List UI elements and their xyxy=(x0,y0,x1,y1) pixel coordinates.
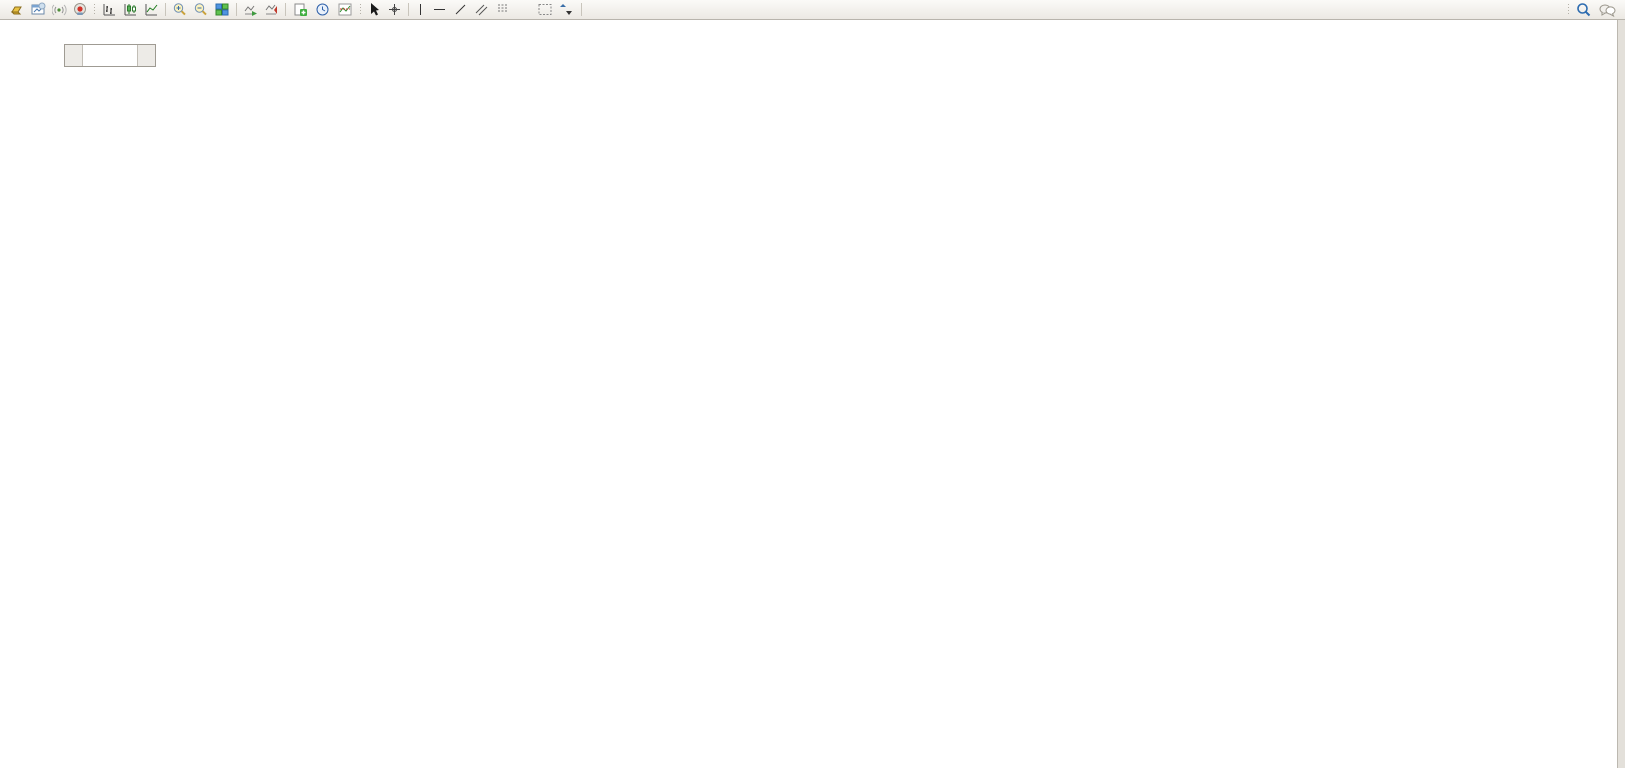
cursor-tool[interactable] xyxy=(366,1,383,18)
buy-price[interactable] xyxy=(106,68,209,100)
volume-increase-button[interactable] xyxy=(137,45,155,66)
order-button-partial[interactable] xyxy=(1,1,5,18)
new-order-button[interactable] xyxy=(290,1,311,18)
candlestick-chart-type-icon[interactable] xyxy=(121,1,140,18)
auto-scroll-icon[interactable] xyxy=(241,1,260,18)
fibonacci-tool[interactable] xyxy=(494,1,514,18)
one-click-trading-panel xyxy=(2,44,209,100)
sell-price[interactable] xyxy=(2,68,105,100)
tile-windows-icon[interactable] xyxy=(212,1,232,18)
window-right-edge xyxy=(1617,19,1625,768)
channel-tool[interactable] xyxy=(472,1,492,18)
signal-icon[interactable] xyxy=(50,1,69,18)
volume-spinner xyxy=(64,44,156,67)
line-chart-type-icon[interactable] xyxy=(142,1,161,18)
sell-button[interactable] xyxy=(2,44,64,67)
chart-shift-icon[interactable] xyxy=(262,1,281,18)
buy-button[interactable] xyxy=(156,44,209,67)
arrows-tool[interactable] xyxy=(557,1,577,18)
trendline-tool[interactable] xyxy=(451,1,470,18)
toolbar-drag-handle-2[interactable] xyxy=(359,3,363,16)
main-toolbar xyxy=(0,0,1625,20)
period-clock-button[interactable] xyxy=(313,1,333,18)
indicators-button[interactable] xyxy=(335,1,356,18)
chat-icon[interactable] xyxy=(1596,1,1618,18)
toolbar-drag-handle-3[interactable] xyxy=(1567,3,1571,16)
horizontal-line-tool[interactable] xyxy=(430,1,449,18)
text-tool[interactable] xyxy=(516,1,533,18)
new-chart-icon[interactable] xyxy=(28,1,48,18)
autotrading-button[interactable] xyxy=(71,1,90,18)
volume-decrease-button[interactable] xyxy=(65,45,83,66)
search-icon[interactable] xyxy=(1574,1,1594,18)
vertical-line-tool[interactable] xyxy=(413,1,428,18)
crosshair-tool[interactable] xyxy=(385,1,404,18)
volume-input[interactable] xyxy=(83,45,137,66)
bar-chart-type-icon[interactable] xyxy=(100,1,119,18)
zoom-out-icon[interactable] xyxy=(191,1,210,18)
chart-title xyxy=(6,29,17,41)
text-label-tool[interactable] xyxy=(535,1,555,18)
zoom-in-icon[interactable] xyxy=(170,1,189,18)
gold-ingot-icon[interactable] xyxy=(7,1,26,18)
toolbar-drag-handle[interactable] xyxy=(93,3,97,16)
